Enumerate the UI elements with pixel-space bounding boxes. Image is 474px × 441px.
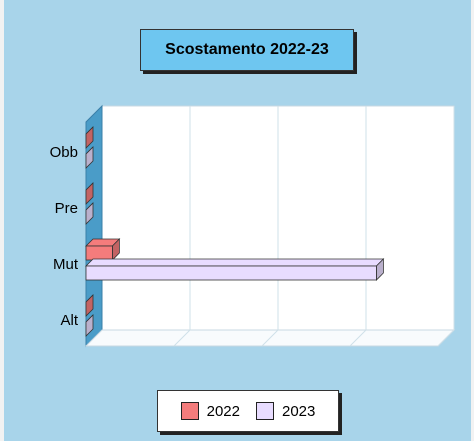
bar-2022 — [85, 245, 113, 261]
legend-label-2023: 2023 — [282, 402, 316, 420]
floor-gridline — [261, 329, 279, 347]
bar-2023-side — [85, 202, 94, 225]
bar-2023-top — [85, 258, 385, 267]
bar-2023-side — [85, 314, 94, 337]
legend-swatch-2023 — [256, 402, 274, 420]
category-label: Pre — [55, 200, 78, 217]
bar-2022-side — [85, 126, 94, 149]
bar-2023 — [85, 265, 377, 281]
category-label: Alt — [60, 312, 78, 329]
floor-gridline — [349, 329, 367, 347]
legend-swatch-2022 — [180, 402, 199, 420]
chart-title: Scostamento 2022-23 — [140, 29, 354, 71]
category-label: Mut — [53, 256, 79, 273]
bar-2022-side — [85, 294, 94, 317]
floor-gridline — [437, 329, 455, 347]
chart-legend: 2022 2023 — [157, 390, 339, 432]
floor-gridline — [173, 329, 191, 347]
legend-label-2022: 2022 — [206, 402, 240, 420]
bar-2022-side — [85, 182, 94, 205]
legend-item-2022: 2022 — [180, 402, 240, 420]
legend-item-2023: 2023 — [256, 402, 315, 420]
bar-2023-side — [85, 146, 94, 169]
category-label: Obb — [50, 144, 78, 161]
